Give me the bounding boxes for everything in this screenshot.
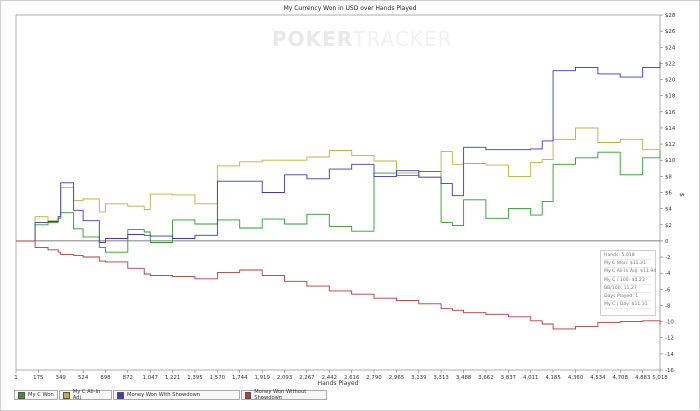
y-tick-label: $10 <box>665 158 676 164</box>
stats-per100: My C / 100: $0.23 <box>604 277 652 285</box>
y-tick-label: -14 <box>665 352 674 358</box>
legend-item-with-showdown[interactable]: Money Won With Showdown <box>113 390 240 400</box>
x-tick-label: 698 <box>100 375 111 381</box>
y-tick-label: $8 <box>665 174 672 180</box>
y-tick-label: $14 <box>665 126 676 132</box>
x-tick-label: 4,534 <box>590 375 606 381</box>
legend-item-without-showdown[interactable]: Money Won Without Showdown <box>241 389 327 401</box>
x-tick-label: 1,570 <box>210 375 226 381</box>
y-tick-label: $24 <box>665 45 676 51</box>
y-tick-label: $16 <box>665 110 676 116</box>
x-tick-label: 2,093 <box>277 375 292 381</box>
x-tick-label: 5,018 <box>652 375 668 381</box>
y-tick-label: -10 <box>665 320 674 326</box>
legend-label: Money Won Without Showdown <box>254 389 307 401</box>
stats-hands: Hands: 5,018 <box>604 252 652 261</box>
x-tick-label: 2,442 <box>322 375 337 381</box>
x-tick-label: 3,488 <box>456 375 472 381</box>
axes: -16 -14 -12 -10 -8 -6 -4 -2 0 $2 $4 $6 $8 $10 $12 $14 $1… <box>14 13 676 381</box>
watermark-logo: POKERTRACKER <box>272 27 453 51</box>
legend: My C Won My C All-In Adj Money Won With … <box>14 389 328 401</box>
plot-area <box>15 14 661 371</box>
x-tick-label: 349 <box>56 375 67 381</box>
x-tick-label: 872 <box>123 375 133 381</box>
y-axis-label: $ <box>678 193 685 197</box>
y-tick-label: -2 <box>665 255 670 261</box>
x-tick-label: 4,708 <box>612 375 628 381</box>
series-line-1 <box>16 127 661 242</box>
x-tick-label: 4,883 <box>635 375 650 381</box>
x-tick-label: 1,744 <box>232 375 248 381</box>
legend-swatch <box>18 391 25 399</box>
y-tick-label: $6 <box>665 191 672 197</box>
y-tick-label: $2 <box>665 223 672 229</box>
legend-item-all-in-adj[interactable]: My C All-In Adj <box>59 389 112 401</box>
stats-won: My C Won: $11.31 <box>604 260 652 269</box>
x-tick-label: 3,837 <box>501 375 516 381</box>
stats-bb100: BB/100: 11.27 <box>604 285 652 293</box>
x-tick-label: 2,616 <box>344 375 360 381</box>
legend-label: My C All-In Adj <box>72 389 101 401</box>
x-tick-label: 1,919 <box>254 375 270 381</box>
series-line-0 <box>16 149 661 253</box>
y-tick-label: -8 <box>665 303 671 309</box>
legend-swatch <box>63 391 70 399</box>
y-tick-label: $12 <box>665 142 675 148</box>
legend-swatch <box>117 391 124 399</box>
x-tick-label: 4,011 <box>523 375 538 381</box>
y-tick-label: $26 <box>665 29 676 35</box>
legend-label: Money Won With Showdown <box>127 392 201 398</box>
x-tick-label: 3,139 <box>411 375 427 381</box>
x-tick-label: 2,965 <box>389 375 404 381</box>
y-tick-label: -6 <box>665 287 671 293</box>
x-axis-label: Hands Played <box>318 380 359 387</box>
y-tick-label: $18 <box>665 94 676 100</box>
stats-allin: My C All-In Adj: $11.94 <box>604 268 656 277</box>
y-tick-label: $22 <box>665 61 675 67</box>
x-tick-label: 3,662 <box>478 375 493 381</box>
y-tick-label: $4 <box>665 207 672 213</box>
y-tick-label: -16 <box>665 368 674 374</box>
y-tick-label: -12 <box>665 336 674 342</box>
legend-item-my-c-won[interactable]: My C Won <box>14 390 58 400</box>
series-line-3 <box>16 240 661 330</box>
x-tick-label: 2,790 <box>366 375 382 381</box>
x-tick-label: 1,221 <box>165 375 180 381</box>
x-tick-label: 1 <box>14 375 17 381</box>
x-tick-label: 4,185 <box>545 375 560 381</box>
x-tick-label: 2,267 <box>299 375 314 381</box>
stats-days: Days Played: 1 <box>604 293 652 302</box>
stats-box: Hands: 5,018 My C Won: $11.31 My C All-I… <box>600 250 656 316</box>
series-line-2 <box>16 61 661 243</box>
stats-perday: My C / Day: $11.31 <box>604 301 652 310</box>
series-lines <box>16 61 661 330</box>
legend-swatch <box>245 391 252 399</box>
y-tick-label: 0 <box>665 239 669 245</box>
x-tick-label: 1,047 <box>143 375 158 381</box>
chart-title: My Currency Won in USD over Hands Played <box>283 5 417 12</box>
x-tick-label: 1,395 <box>187 375 202 381</box>
legend-label: My C Won <box>28 392 54 398</box>
y-tick-label: -4 <box>665 271 671 277</box>
y-tick-label: $28 <box>665 13 676 19</box>
y-tick-label: $20 <box>665 78 676 84</box>
x-tick-label: 524 <box>78 375 89 381</box>
x-tick-label: 175 <box>33 375 43 381</box>
x-tick-label: 4,360 <box>568 375 584 381</box>
x-tick-label: 3,313 <box>433 375 448 381</box>
